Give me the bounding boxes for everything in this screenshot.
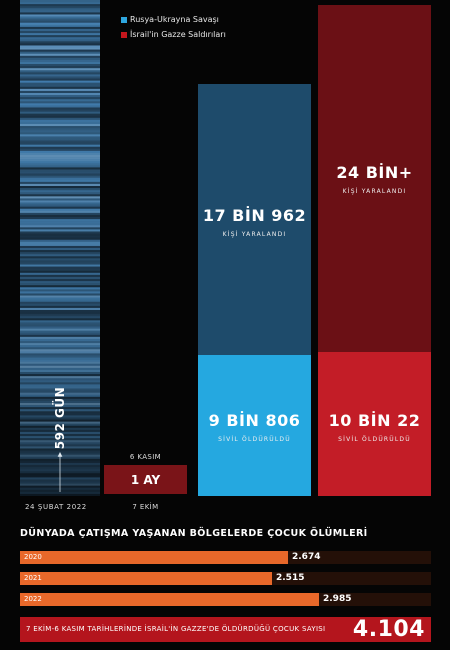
gaza-end-date-label: 7 EKİM (132, 503, 159, 511)
child-deaths-row-2022: 2022 2.985 (20, 593, 431, 606)
year-label: 2021 (24, 574, 42, 582)
ukraine-injured-value: 17 BİN 962 (202, 206, 307, 225)
gaza-injured-bar: 24 BİN+ KİŞİ YARALANDI (318, 5, 431, 353)
child-deaths-title: DÜNYADA ÇATIŞMA YAŞANAN BÖLGELERDE ÇOCUK… (20, 528, 368, 539)
gaza-injured-value: 24 BİN+ (336, 163, 413, 182)
days-label: 592 GÜN (53, 386, 67, 450)
legend-item-ukraine: Rusya-Ukrayna Savaşı (121, 12, 226, 27)
child-deaths-bar (20, 572, 272, 585)
legend-label-gaza: İsrail'in Gazze Saldırıları (130, 30, 226, 39)
legend-swatch-ukraine (121, 16, 127, 23)
legend-item-gaza: İsrail'in Gazze Saldırıları (121, 27, 226, 42)
gaza-killed-value: 10 BİN 22 (328, 411, 421, 430)
total-caption: 7 EKİM-6 KASIM TARİHLERİNDE İSRAİL'İN GA… (26, 625, 326, 633)
value-label: 2.985 (323, 594, 352, 604)
gaza-killed-caption: SİVİL ÖLDÜRÜLDÜ (338, 436, 411, 443)
gaza-child-deaths-total: 7 EKİM-6 KASIM TARİHLERİNDE İSRAİL'İN GA… (20, 617, 431, 642)
child-deaths-bar (20, 593, 319, 606)
ukraine-killed-bar: 9 BİN 806 SİVİL ÖLDÜRÜLDÜ (198, 355, 311, 496)
value-label: 2.674 (292, 552, 321, 562)
year-label: 2020 (24, 553, 42, 561)
legend-swatch-gaza (121, 31, 127, 38)
gaza-timeline-bar (104, 465, 187, 494)
gaza-killed-bar: 10 BİN 22 SİVİL ÖLDÜRÜLDÜ (318, 352, 431, 496)
ukraine-injured-caption: KİŞİ YARALANDI (222, 231, 287, 238)
total-value: 4.104 (352, 617, 425, 642)
ukraine-killed-value: 9 BİN 806 (208, 411, 301, 430)
child-deaths-bar (20, 551, 288, 564)
up-arrow-icon (57, 452, 63, 492)
start-date-label: 24 ŞUBAT 2022 (25, 503, 87, 511)
gaza-duration-label: 1 AY (130, 472, 161, 487)
value-label: 2.515 (276, 573, 305, 583)
child-deaths-row-2021: 2021 2.515 (20, 572, 431, 585)
gaza-injured-caption: KİŞİ YARALANDI (342, 188, 407, 195)
ukraine-injured-bar: 17 BİN 962 KİŞİ YARALANDI (198, 84, 311, 356)
legend: Rusya-Ukrayna Savaşı İsrail'in Gazze Sal… (121, 12, 226, 42)
child-deaths-row-2020: 2020 2.674 (20, 551, 431, 564)
legend-label-ukraine: Rusya-Ukrayna Savaşı (130, 15, 219, 24)
ukraine-killed-caption: SİVİL ÖLDÜRÜLDÜ (218, 436, 291, 443)
year-label: 2022 (24, 595, 42, 603)
gaza-start-date-label: 6 KASIM (129, 453, 162, 461)
